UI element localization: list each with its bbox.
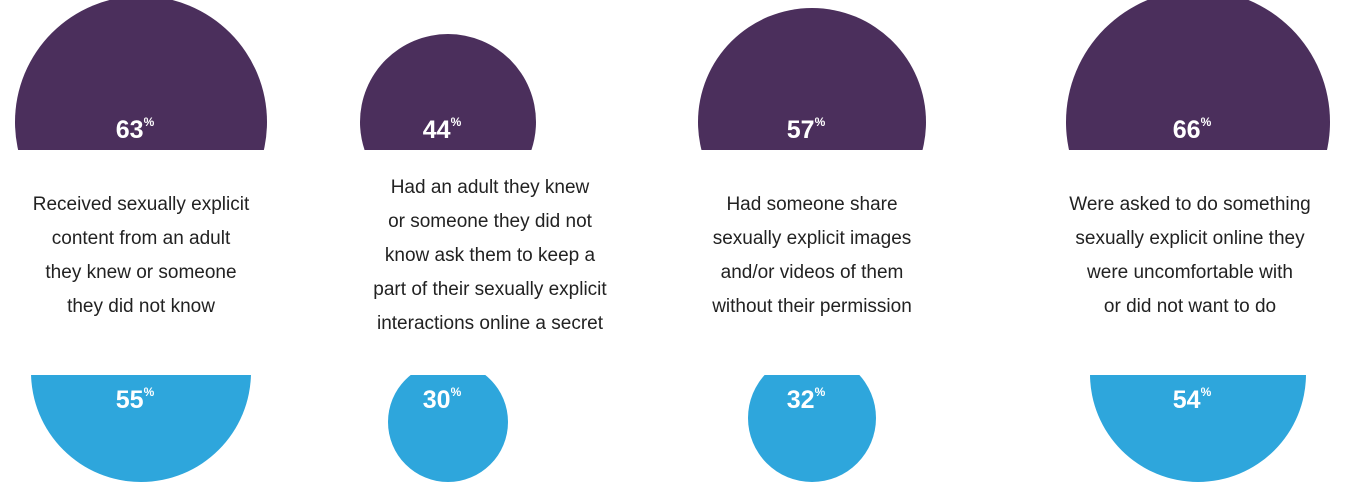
- description-line: part of their sexually explicit: [373, 279, 607, 300]
- value-label: 57%: [787, 115, 826, 143]
- description-line: sexually explicit images: [713, 228, 912, 249]
- description-line: Had an adult they knew: [391, 177, 590, 198]
- bottom-semicircle: [388, 375, 508, 482]
- value-unit: %: [815, 115, 826, 129]
- value-label: 54%: [1173, 385, 1212, 413]
- value-unit: %: [451, 115, 462, 129]
- value-unit: %: [815, 385, 826, 399]
- value-number: 54: [1173, 386, 1201, 414]
- value-label: 66%: [1173, 115, 1212, 143]
- value-number: 66: [1173, 116, 1201, 144]
- top-semicircle: [698, 8, 926, 150]
- value-unit: %: [1201, 115, 1212, 129]
- value-unit: %: [451, 385, 462, 399]
- bottom-semicircle: [31, 375, 251, 482]
- value-unit: %: [144, 115, 155, 129]
- description-line: or did not want to do: [1104, 296, 1276, 317]
- value-number: 63: [116, 116, 144, 144]
- top-semicircle: [1066, 0, 1330, 150]
- top-semicircle: [360, 34, 536, 150]
- description-line: sexually explicit online they: [1075, 228, 1305, 249]
- description-line: Received sexually explicit: [33, 194, 250, 215]
- description-line: or someone they did not: [388, 211, 593, 232]
- description-line: they knew or someone: [45, 262, 236, 283]
- value-label: 55%: [116, 385, 155, 413]
- description-line: content from an adult: [52, 228, 231, 249]
- bottom-semicircle: [1090, 375, 1306, 482]
- description-line: know ask them to keep a: [385, 245, 596, 266]
- value-number: 55: [116, 386, 144, 414]
- top-group: [15, 0, 1330, 150]
- value-number: 32: [787, 386, 815, 414]
- value-number: 30: [423, 386, 451, 414]
- value-unit: %: [144, 385, 155, 399]
- value-label: 44%: [423, 115, 462, 143]
- description-line: and/or videos of them: [721, 262, 904, 283]
- description-line: were uncomfortable with: [1086, 262, 1293, 283]
- description-line: interactions online a secret: [377, 313, 604, 334]
- value-label: 63%: [116, 115, 155, 143]
- bottom-group: [31, 375, 1306, 482]
- bottom-semicircle: [748, 375, 876, 482]
- value-label: 32%: [787, 385, 826, 413]
- top-semicircle: [15, 0, 267, 150]
- value-number: 44: [423, 116, 451, 144]
- value-unit: %: [1201, 385, 1212, 399]
- value-number: 57: [787, 116, 815, 144]
- description-line: they did not know: [67, 296, 215, 317]
- value-label: 30%: [423, 385, 462, 413]
- description-line: Had someone share: [726, 194, 897, 215]
- description-line: Were asked to do something: [1069, 194, 1311, 215]
- description-line: without their permission: [711, 296, 912, 317]
